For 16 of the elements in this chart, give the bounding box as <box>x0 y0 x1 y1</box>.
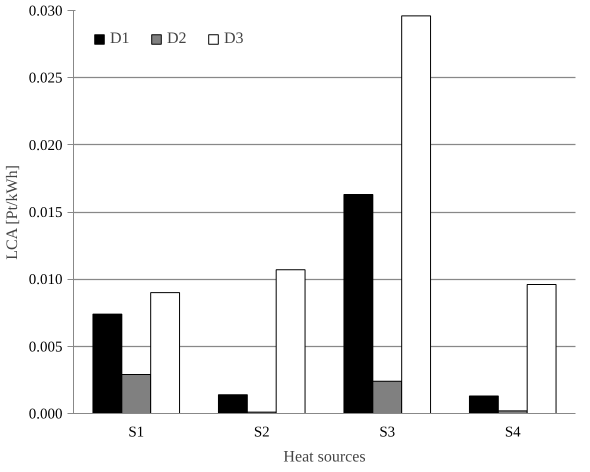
y-tick-label: 0.005 <box>28 339 62 356</box>
y-tick-label: 0.020 <box>28 138 62 154</box>
x-tick-label: S2 <box>254 424 270 440</box>
legend-label: D2 <box>167 30 187 48</box>
y-tick-label: 0.010 <box>28 272 62 288</box>
y-axis-title: LCA [Pt/kWh] <box>4 165 21 260</box>
legend-label: D3 <box>224 30 244 48</box>
x-tick-label: S1 <box>128 424 144 440</box>
x-tick-label: S4 <box>504 424 522 440</box>
legend-label: D1 <box>110 30 130 48</box>
x-axis-title: Heat sources <box>283 448 366 466</box>
y-tick-label: 0.000 <box>28 406 62 422</box>
y-tick-label: 0.025 <box>28 70 62 87</box>
x-tick-label: S3 <box>379 424 396 440</box>
y-tick-label: 0.015 <box>28 205 62 221</box>
y-tick-label: 0.030 <box>28 4 62 20</box>
